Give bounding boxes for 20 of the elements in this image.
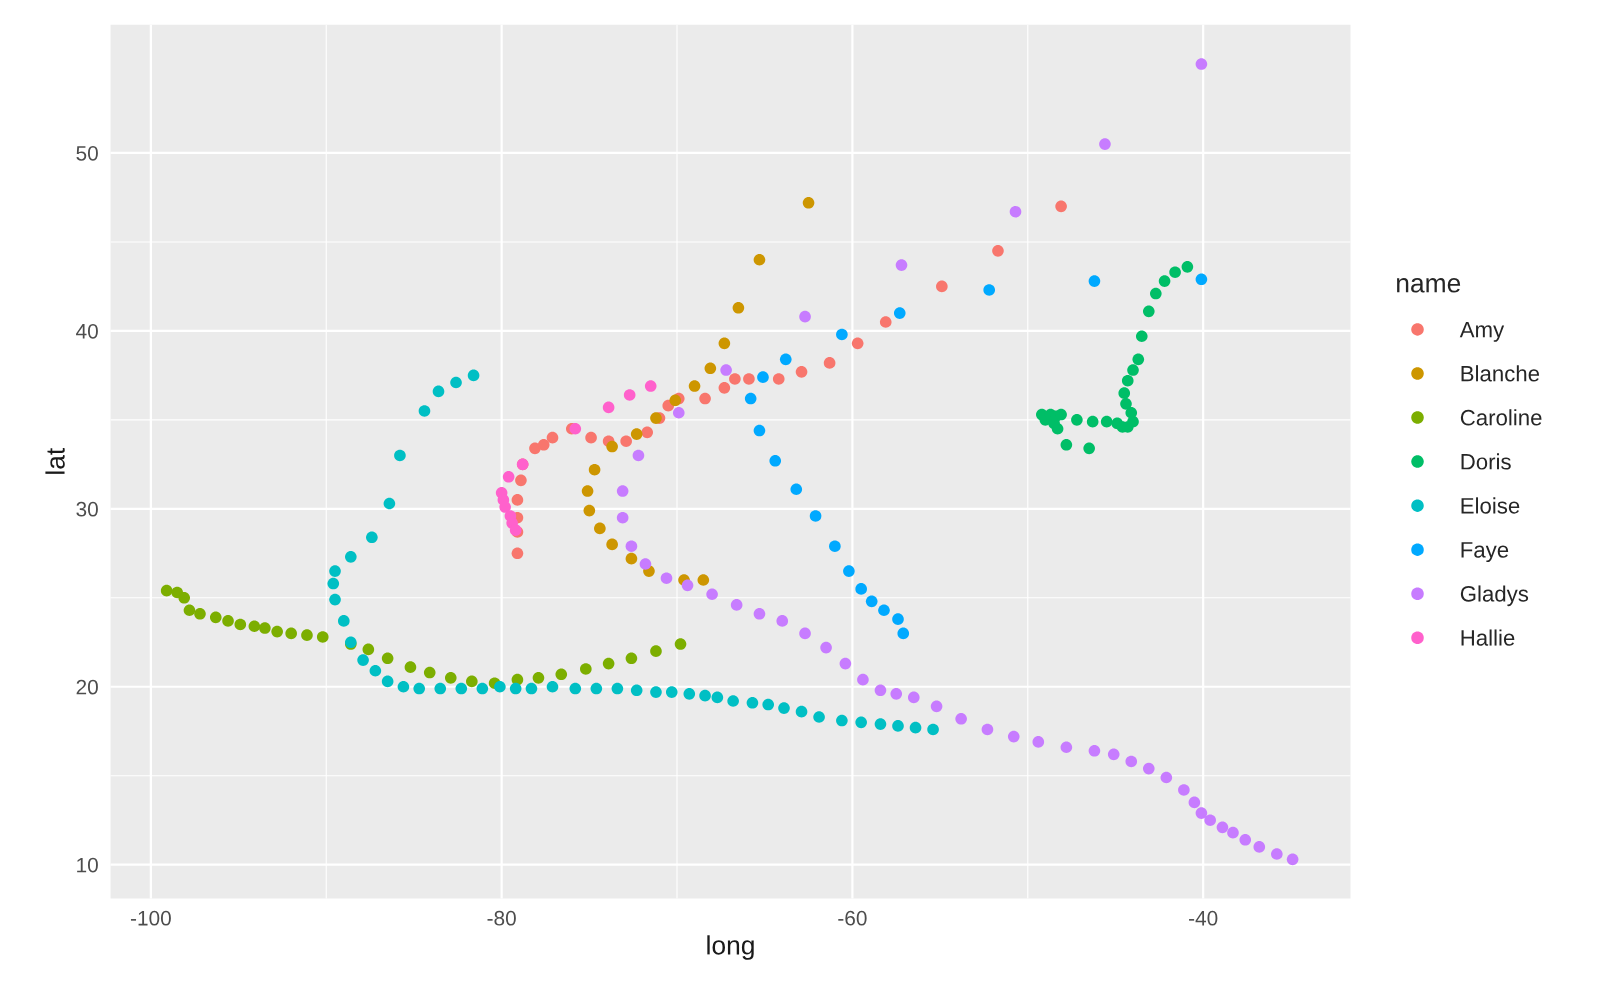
legend-label: Faye <box>1461 542 1509 563</box>
legend-label: Doris <box>1461 453 1511 470</box>
y-tick-label: 50 <box>76 145 98 161</box>
y-tick-label: 10 <box>77 857 98 873</box>
y-tick-label: 30 <box>76 501 98 517</box>
y-tick-label: 40 <box>76 323 98 339</box>
legend-label: Caroline <box>1460 409 1542 426</box>
legend-label: Gladys <box>1460 585 1529 607</box>
legend-title: name <box>1397 278 1461 293</box>
x-tick-label: -40 <box>1189 910 1218 926</box>
legend-label: Hallie <box>1461 629 1515 646</box>
legend-label: Eloise <box>1461 497 1520 514</box>
y-axis-title: lat <box>45 447 65 474</box>
legend-label: Blanche <box>1461 365 1540 382</box>
legend-label: Amy <box>1459 321 1505 342</box>
x-axis-title: long <box>707 935 754 960</box>
x-tick-label: -60 <box>838 910 867 926</box>
x-tick-label: -100 <box>130 910 171 926</box>
y-tick-label: 20 <box>76 679 98 695</box>
x-tick-label: -80 <box>487 910 516 926</box>
